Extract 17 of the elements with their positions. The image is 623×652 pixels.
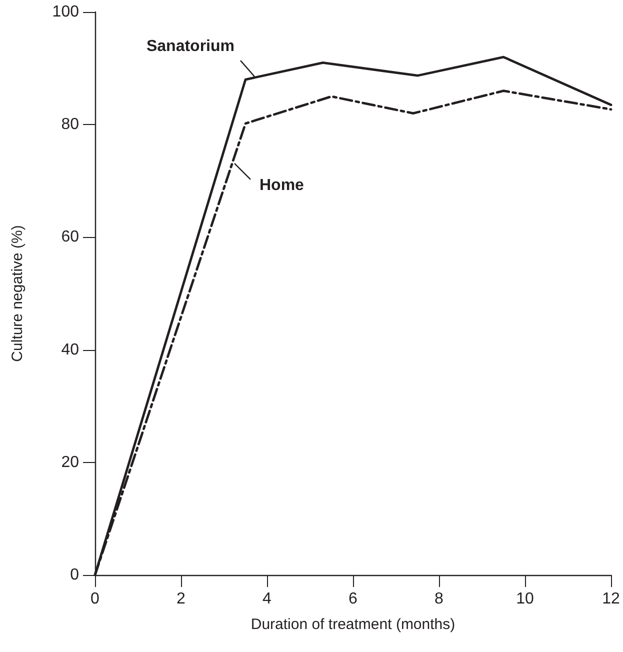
series-label: Sanatorium bbox=[146, 38, 235, 56]
x-tick-label: 10 bbox=[516, 590, 534, 608]
x-axis-title: Duration of treatment (months) bbox=[250, 616, 456, 633]
x-tick-label: 4 bbox=[262, 590, 272, 608]
y-axis-title: Culture negative (%) bbox=[9, 225, 26, 362]
y-tick-label: 20 bbox=[61, 454, 80, 471]
x-tick-label: 2 bbox=[176, 590, 186, 608]
y-tick-label: 80 bbox=[61, 116, 80, 134]
x-tick-label: 6 bbox=[348, 590, 358, 608]
y-tick-label: 100 bbox=[52, 4, 80, 20]
series-label: Home bbox=[260, 176, 304, 194]
x-tick-label: 8 bbox=[434, 590, 444, 608]
x-tick-label: 0 bbox=[90, 590, 100, 608]
y-tick-label: 0 bbox=[70, 566, 80, 584]
y-tick-label: 40 bbox=[61, 341, 80, 358]
y-tick-label: 60 bbox=[61, 228, 80, 246]
x-tick-label: 12 bbox=[602, 590, 620, 608]
